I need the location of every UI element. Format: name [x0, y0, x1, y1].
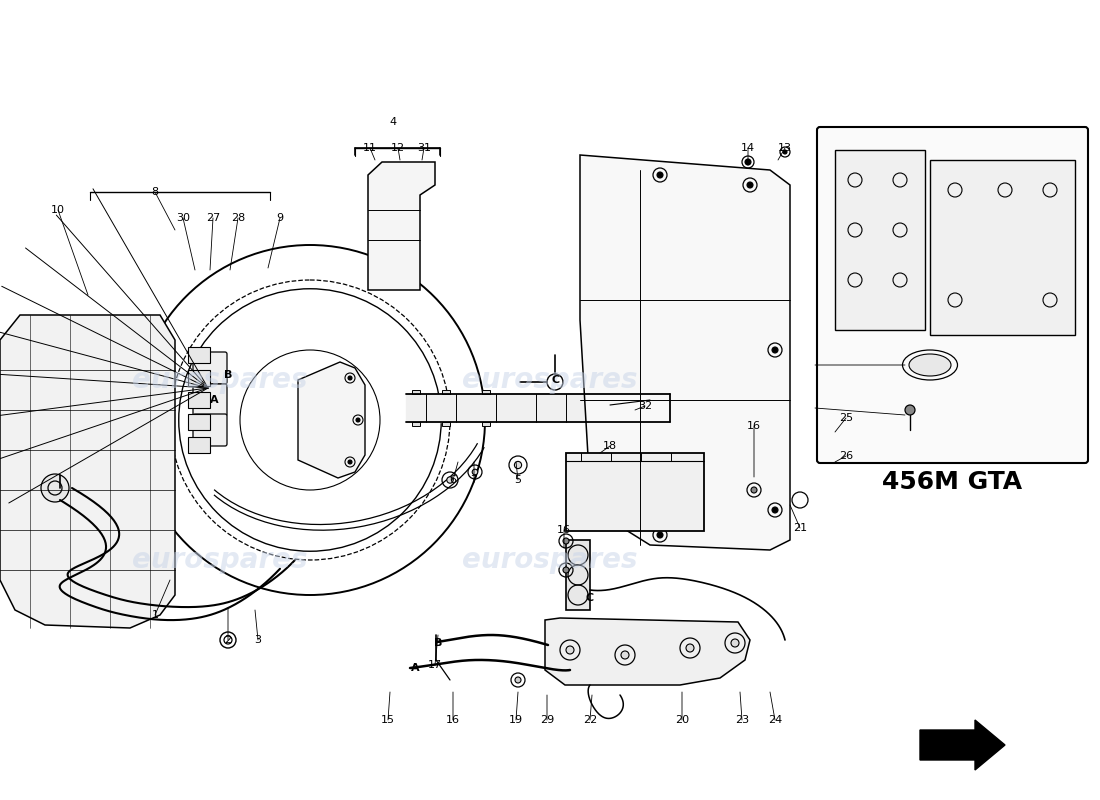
- Bar: [566, 453, 704, 531]
- Circle shape: [515, 462, 521, 469]
- Text: 19: 19: [509, 715, 524, 725]
- Text: 12: 12: [390, 143, 405, 153]
- Text: 29: 29: [540, 715, 554, 725]
- FancyBboxPatch shape: [192, 384, 227, 416]
- Circle shape: [732, 639, 739, 647]
- Circle shape: [563, 538, 569, 544]
- Text: C: C: [552, 375, 560, 385]
- Text: 17: 17: [428, 660, 442, 670]
- FancyBboxPatch shape: [817, 127, 1088, 463]
- Text: 32: 32: [638, 401, 652, 411]
- Text: 9: 9: [276, 213, 284, 223]
- Circle shape: [621, 651, 629, 659]
- Polygon shape: [298, 362, 365, 478]
- Bar: [442, 422, 450, 426]
- Ellipse shape: [909, 354, 952, 376]
- Circle shape: [348, 460, 352, 464]
- Text: 21: 21: [793, 523, 807, 533]
- Text: B: B: [223, 370, 232, 380]
- Circle shape: [657, 172, 663, 178]
- Text: 23: 23: [735, 715, 749, 725]
- Circle shape: [747, 182, 754, 188]
- Text: 27: 27: [206, 213, 220, 223]
- Text: 18: 18: [603, 441, 617, 451]
- Bar: [188, 347, 210, 363]
- Circle shape: [745, 159, 751, 165]
- Bar: [412, 422, 420, 426]
- Bar: [188, 414, 210, 430]
- Text: 2: 2: [224, 635, 232, 645]
- Text: 25: 25: [839, 413, 854, 423]
- Text: 16: 16: [747, 421, 761, 431]
- Text: 7: 7: [471, 475, 477, 485]
- Text: 14: 14: [741, 143, 755, 153]
- Text: eurospares: eurospares: [132, 366, 308, 394]
- Text: B: B: [433, 638, 442, 648]
- Circle shape: [356, 418, 360, 422]
- Text: 22: 22: [583, 715, 597, 725]
- Circle shape: [41, 474, 69, 502]
- Text: 10: 10: [51, 205, 65, 215]
- Circle shape: [515, 677, 521, 683]
- FancyBboxPatch shape: [192, 414, 227, 446]
- Polygon shape: [580, 155, 790, 550]
- Bar: [566, 540, 590, 610]
- Text: 6: 6: [450, 475, 456, 485]
- Polygon shape: [368, 162, 434, 290]
- Bar: [188, 392, 210, 408]
- Bar: [188, 437, 210, 453]
- Text: 16: 16: [557, 525, 571, 535]
- Polygon shape: [920, 720, 1005, 770]
- Text: 13: 13: [778, 143, 792, 153]
- Polygon shape: [835, 150, 925, 330]
- Text: 8: 8: [152, 187, 158, 197]
- Circle shape: [772, 347, 778, 353]
- Polygon shape: [0, 315, 175, 628]
- Polygon shape: [544, 618, 750, 685]
- Text: eurospares: eurospares: [462, 366, 638, 394]
- Circle shape: [657, 532, 663, 538]
- Bar: [188, 370, 210, 386]
- Text: 5: 5: [515, 475, 521, 485]
- Text: eurospares: eurospares: [132, 546, 308, 574]
- Text: 16: 16: [446, 715, 460, 725]
- Text: eurospares: eurospares: [462, 546, 638, 574]
- Text: 4: 4: [389, 117, 397, 127]
- Text: 20: 20: [675, 715, 689, 725]
- Circle shape: [772, 507, 778, 513]
- Circle shape: [472, 469, 477, 475]
- Circle shape: [447, 477, 453, 483]
- Text: 3: 3: [254, 635, 262, 645]
- Text: 15: 15: [381, 715, 395, 725]
- Circle shape: [563, 567, 569, 573]
- Text: 26: 26: [839, 451, 854, 461]
- Text: 11: 11: [363, 143, 377, 153]
- Text: 24: 24: [768, 715, 782, 725]
- Text: 1: 1: [152, 610, 158, 620]
- Circle shape: [751, 487, 757, 493]
- Circle shape: [686, 644, 694, 652]
- Circle shape: [566, 646, 574, 654]
- Text: 28: 28: [231, 213, 245, 223]
- Text: 456M GTA: 456M GTA: [882, 470, 1023, 494]
- Circle shape: [783, 150, 786, 154]
- Bar: [442, 390, 450, 394]
- Polygon shape: [930, 160, 1075, 335]
- Bar: [482, 390, 491, 394]
- Text: C: C: [586, 593, 594, 603]
- Bar: [412, 390, 420, 394]
- Text: A: A: [410, 663, 419, 673]
- Text: 31: 31: [417, 143, 431, 153]
- FancyBboxPatch shape: [192, 352, 227, 384]
- Circle shape: [905, 405, 915, 415]
- Text: A: A: [210, 395, 218, 405]
- Circle shape: [348, 376, 352, 380]
- Bar: [482, 422, 491, 426]
- Text: 30: 30: [176, 213, 190, 223]
